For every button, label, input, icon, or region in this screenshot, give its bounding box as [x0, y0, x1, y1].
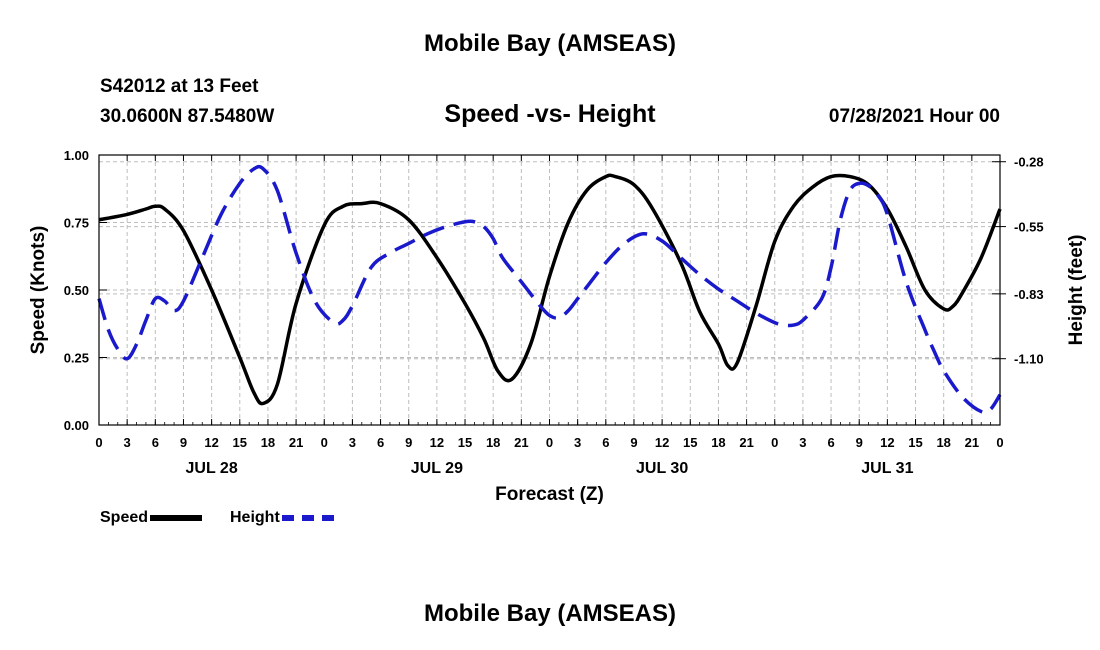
series-lines: [97, 164, 1002, 415]
x-tick-label: 9: [180, 435, 187, 450]
legend-speed-label: Speed: [100, 509, 149, 526]
x-tick-label: 9: [856, 435, 863, 450]
x-tick-label: 15: [683, 435, 697, 450]
x-tick-label: 0: [771, 435, 778, 450]
day-label: JUL 29: [411, 460, 463, 477]
y2-tick-label: -0.28: [1014, 155, 1044, 170]
x-tick-label: 6: [827, 435, 834, 450]
footer-title: Mobile Bay (AMSEAS): [423, 600, 677, 627]
x-tick-label: 0: [321, 435, 328, 450]
y-tick-label: 1.00: [64, 148, 89, 163]
legend-height: Height: [230, 509, 334, 527]
day-label: JUL 28: [186, 460, 238, 477]
legend-speed-swatch: [150, 515, 203, 521]
day-label: JUL 31: [861, 460, 913, 477]
x-tick-label: 0: [546, 435, 553, 450]
x-tick-label: 18: [486, 435, 500, 450]
x-tick-label: 21: [739, 435, 753, 450]
station-label: S42012 at 13 Feet: [100, 76, 259, 97]
x-tick-label: 12: [880, 435, 894, 450]
x-tick-label: 0: [996, 435, 1003, 450]
axis-ticks: 0 3 6 9 12 15 18 21 0 3 6 9 12 15 18 21 0 3 6 9 12 15 18 21 0 3 6 9…: [64, 148, 1044, 477]
x-tick-label: 21: [965, 435, 979, 450]
x-tick-label: 12: [204, 435, 218, 450]
y2-tick-label: -0.83: [1014, 287, 1044, 302]
legend-speed: Speed: [100, 509, 203, 527]
y2-tick-label: -1.10: [1014, 352, 1044, 367]
x-tick-label: 9: [630, 435, 637, 450]
x-tick-label: 15: [908, 435, 922, 450]
x-tick-label: 21: [514, 435, 528, 450]
x-tick-label: 6: [377, 435, 384, 450]
chart-title: Mobile Bay (AMSEAS): [423, 30, 677, 57]
x-tick-label: 6: [152, 435, 159, 450]
series-height-line: [97, 164, 1002, 415]
x-tick-label: 3: [799, 435, 806, 450]
series-speed-line: [98, 173, 1002, 406]
y2-axis-title: Height (feet): [1066, 235, 1087, 346]
forecast-datetime: 07/28/2021 Hour 00: [828, 106, 1000, 127]
y2-tick-label: -0.55: [1014, 220, 1044, 235]
x-tick-label: 3: [349, 435, 356, 450]
grid-lines: [99, 155, 1000, 425]
y-tick-label: 0.00: [64, 418, 89, 433]
coordinates-label: 30.0600N 87.5480W: [100, 106, 275, 127]
x-tick-label: 21: [289, 435, 303, 450]
x-tick-label: 18: [936, 435, 950, 450]
y-tick-label: 0.25: [64, 351, 89, 366]
y-axis-title: Speed (Knots): [28, 226, 49, 355]
x-tick-label: 12: [655, 435, 669, 450]
legend-height-swatch: [281, 515, 334, 521]
x-tick-label: 12: [430, 435, 444, 450]
day-label: JUL 30: [636, 460, 688, 477]
x-tick-label: 0: [95, 435, 102, 450]
x-axis-title: Forecast (Z): [495, 484, 604, 505]
chart-subtitle: Speed -vs- Height: [444, 100, 656, 128]
x-tick-label: 6: [602, 435, 609, 450]
y-tick-label: 0.75: [64, 216, 89, 231]
x-tick-label: 3: [124, 435, 131, 450]
x-tick-label: 15: [458, 435, 472, 450]
x-tick-label: 3: [574, 435, 581, 450]
x-tick-label: 18: [261, 435, 275, 450]
x-tick-label: 9: [405, 435, 412, 450]
x-tick-label: 18: [711, 435, 725, 450]
legend-height-label: Height: [230, 509, 280, 526]
x-tick-label: 15: [233, 435, 247, 450]
y-tick-label: 0.50: [64, 283, 89, 298]
